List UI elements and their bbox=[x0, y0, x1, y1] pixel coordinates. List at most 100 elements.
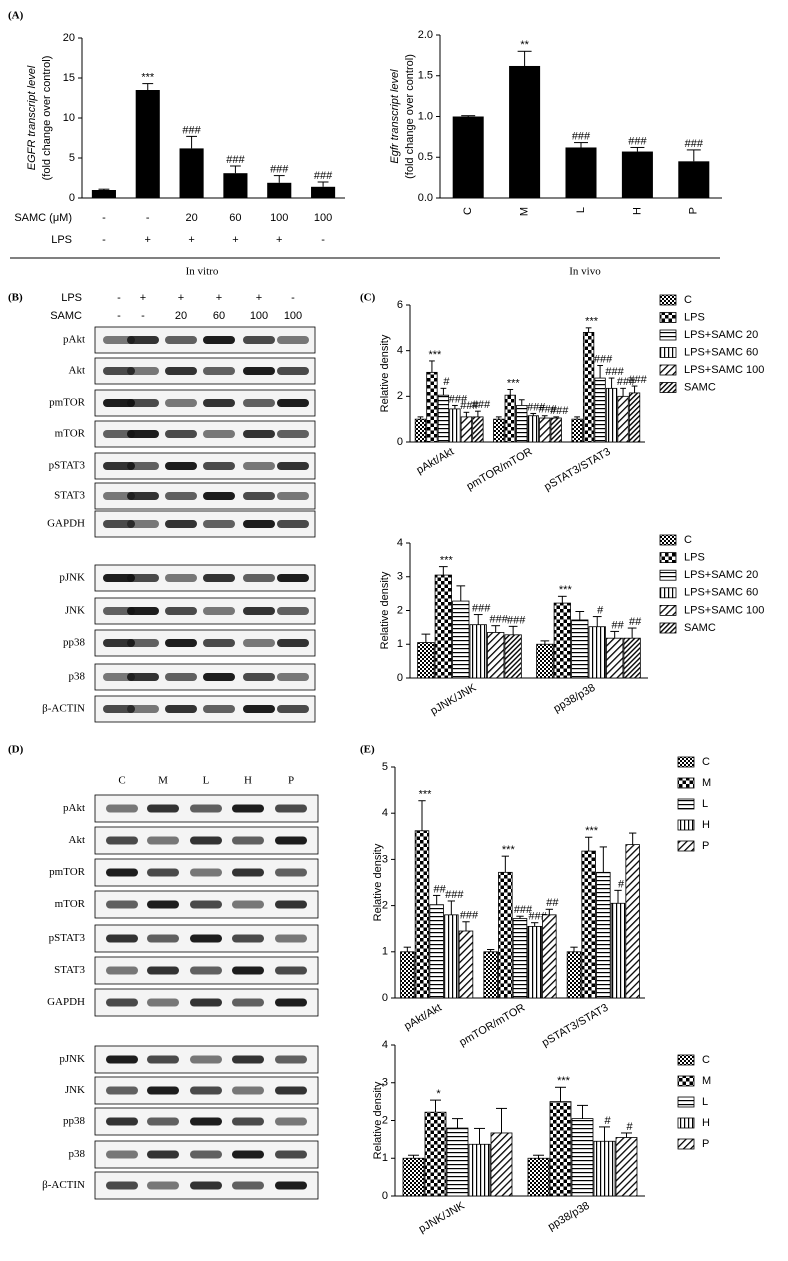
blot-band bbox=[103, 639, 135, 647]
condition-value: + bbox=[140, 292, 146, 304]
bar bbox=[581, 850, 596, 999]
x-tick-label: pp38/p38 bbox=[546, 1200, 592, 1233]
legend-label: H bbox=[702, 1117, 710, 1129]
bar bbox=[623, 637, 641, 679]
blot-row-label: STAT3 bbox=[54, 964, 85, 976]
blot-band bbox=[277, 462, 309, 470]
blot-row-label: pJNK bbox=[59, 1053, 85, 1065]
x-tick-label: C bbox=[462, 207, 474, 215]
y-tick-label: 1 bbox=[397, 638, 403, 650]
blot-band bbox=[165, 336, 197, 344]
legend-label: P bbox=[702, 840, 709, 852]
significance-label: ### bbox=[605, 366, 624, 378]
bar bbox=[539, 417, 551, 443]
blot-band bbox=[127, 399, 159, 407]
lane-label: L bbox=[203, 775, 210, 787]
condition-value: - bbox=[117, 310, 121, 322]
legend-swatch bbox=[677, 798, 695, 810]
blot-band bbox=[106, 998, 138, 1007]
blot-band bbox=[203, 430, 235, 438]
blot-band bbox=[103, 492, 135, 500]
legend-label: LPS+SAMC 60 bbox=[684, 587, 758, 599]
significance-label: *** bbox=[585, 316, 599, 328]
x-row-value: + bbox=[188, 234, 194, 246]
bar bbox=[512, 918, 528, 999]
blot-band bbox=[203, 336, 235, 344]
blot-band bbox=[165, 430, 197, 438]
y-tick-label: 2 bbox=[382, 1114, 388, 1126]
bar bbox=[549, 1101, 572, 1197]
condition-value: + bbox=[216, 292, 222, 304]
legend-label: LPS+SAMC 100 bbox=[684, 604, 764, 616]
significance-label: ### bbox=[472, 399, 491, 411]
blot-band bbox=[275, 868, 307, 877]
x-tick-label: L bbox=[575, 207, 587, 213]
blot-band bbox=[165, 492, 197, 500]
blot-row-label: GAPDH bbox=[47, 996, 85, 1008]
y-tick-label: 5 bbox=[69, 152, 75, 164]
blot-band bbox=[147, 1181, 179, 1190]
legend-swatch bbox=[659, 569, 677, 581]
blot-band bbox=[232, 1055, 264, 1064]
significance-label: ### bbox=[685, 138, 704, 150]
legend-swatch bbox=[659, 312, 677, 323]
significance-label: # bbox=[597, 604, 604, 616]
x-row-label: SAMC (μM) bbox=[14, 212, 72, 224]
blot-band bbox=[106, 900, 138, 909]
blot-band bbox=[243, 492, 275, 500]
blot-band bbox=[190, 1181, 222, 1190]
bar bbox=[452, 116, 484, 198]
blot-band bbox=[103, 336, 135, 344]
legend-swatch bbox=[659, 382, 677, 393]
bar bbox=[452, 600, 470, 679]
y-axis-label: (fold change over control) bbox=[41, 56, 53, 181]
legend-swatch bbox=[659, 622, 677, 634]
blot-row-label: pJNK bbox=[59, 572, 85, 584]
significance-label: *** bbox=[419, 789, 433, 801]
blot-band bbox=[165, 520, 197, 528]
significance-label: ### bbox=[527, 401, 546, 413]
blot-band bbox=[232, 804, 264, 813]
blot-band bbox=[103, 705, 135, 713]
legend-label: C bbox=[684, 534, 692, 546]
blot-band bbox=[277, 367, 309, 375]
blot-band bbox=[127, 367, 159, 375]
blot-row-label: β-ACTIN bbox=[42, 1179, 85, 1191]
legend-label: L bbox=[702, 798, 708, 810]
blot-band bbox=[165, 574, 197, 582]
blot-band bbox=[275, 836, 307, 845]
panel-label: (D) bbox=[8, 744, 24, 756]
bar bbox=[615, 1137, 638, 1197]
x-row-value: + bbox=[232, 234, 238, 246]
blot-band bbox=[147, 1150, 179, 1159]
significance-label: *** bbox=[429, 349, 443, 361]
bar bbox=[449, 408, 461, 443]
bar bbox=[504, 394, 516, 443]
x-tick-label: P bbox=[688, 207, 700, 214]
significance-label: ### bbox=[550, 405, 569, 417]
condition-value: - bbox=[141, 310, 145, 322]
significance-label: ### bbox=[594, 353, 613, 365]
legend-label: M bbox=[702, 1075, 711, 1087]
significance-label: ### bbox=[226, 154, 245, 166]
blot-band bbox=[277, 705, 309, 713]
legend-label: LPS bbox=[684, 552, 705, 564]
blot-band bbox=[147, 1086, 179, 1095]
bar bbox=[588, 626, 606, 679]
bar bbox=[550, 417, 562, 443]
y-tick-label: 3 bbox=[382, 853, 388, 865]
blot-band bbox=[165, 607, 197, 615]
x-row-value: 60 bbox=[229, 212, 241, 224]
significance-label: ### bbox=[472, 602, 491, 614]
blot-band bbox=[103, 430, 135, 438]
bar bbox=[553, 602, 571, 679]
blot-band bbox=[190, 1086, 222, 1095]
blot-band bbox=[232, 934, 264, 943]
bar bbox=[437, 394, 450, 443]
bar bbox=[617, 395, 629, 443]
significance-label: *** bbox=[141, 72, 155, 84]
significance-label: ### bbox=[182, 124, 201, 136]
significance-label: ### bbox=[449, 393, 468, 405]
bar bbox=[472, 416, 484, 443]
bar bbox=[566, 951, 582, 999]
